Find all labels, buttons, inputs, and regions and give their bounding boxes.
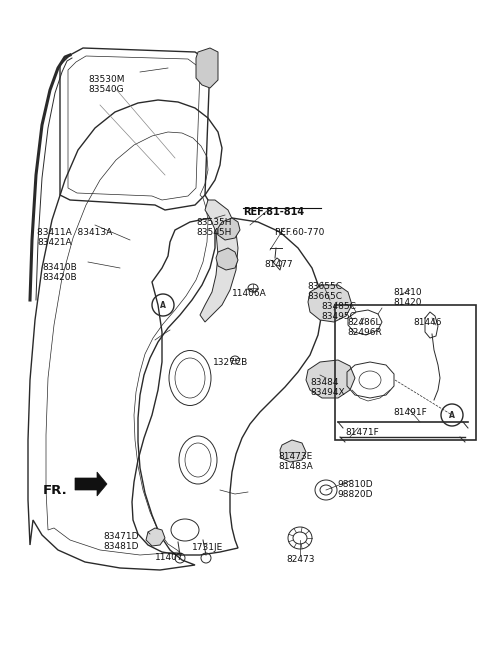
- Text: 83471D
83481D: 83471D 83481D: [103, 532, 139, 551]
- Polygon shape: [306, 360, 355, 398]
- Text: 98810D
98820D: 98810D 98820D: [337, 480, 372, 499]
- Text: 83530M
83540G: 83530M 83540G: [88, 75, 124, 95]
- Text: FR.: FR.: [43, 484, 68, 497]
- Bar: [335, 305, 476, 440]
- Text: 83535H
83545H: 83535H 83545H: [196, 218, 231, 237]
- Text: 83655C
83665C: 83655C 83665C: [307, 282, 342, 302]
- Text: 11406A: 11406A: [232, 289, 267, 298]
- Polygon shape: [75, 472, 107, 496]
- Text: 11407: 11407: [155, 553, 184, 562]
- Text: 82486L
82496R: 82486L 82496R: [347, 318, 382, 338]
- Text: A: A: [449, 411, 455, 420]
- Polygon shape: [280, 440, 306, 462]
- Text: 83484
83494X: 83484 83494X: [310, 378, 345, 397]
- Polygon shape: [216, 248, 238, 270]
- Text: 81473E
81483A: 81473E 81483A: [278, 452, 313, 472]
- Text: 83410B
83420B: 83410B 83420B: [42, 263, 77, 283]
- Text: 81477: 81477: [264, 260, 293, 269]
- Text: 81446: 81446: [413, 318, 442, 327]
- Polygon shape: [218, 218, 240, 240]
- Text: 83485C
83495C: 83485C 83495C: [321, 302, 356, 321]
- Text: REF.81-814: REF.81-814: [243, 207, 304, 217]
- Polygon shape: [200, 200, 238, 322]
- Text: 83411A  83413A
83421A: 83411A 83413A 83421A: [37, 228, 112, 248]
- Text: A: A: [160, 300, 166, 309]
- Text: 1327CB: 1327CB: [213, 358, 248, 367]
- Text: 81491F: 81491F: [393, 408, 427, 417]
- Text: 82473: 82473: [286, 555, 314, 564]
- Polygon shape: [308, 285, 352, 322]
- Text: 1731JE: 1731JE: [192, 543, 223, 552]
- Polygon shape: [196, 48, 218, 88]
- Text: 81471F: 81471F: [345, 428, 379, 437]
- Text: REF.60-770: REF.60-770: [274, 228, 324, 237]
- Polygon shape: [146, 528, 165, 546]
- Text: 81410
81420: 81410 81420: [393, 288, 421, 307]
